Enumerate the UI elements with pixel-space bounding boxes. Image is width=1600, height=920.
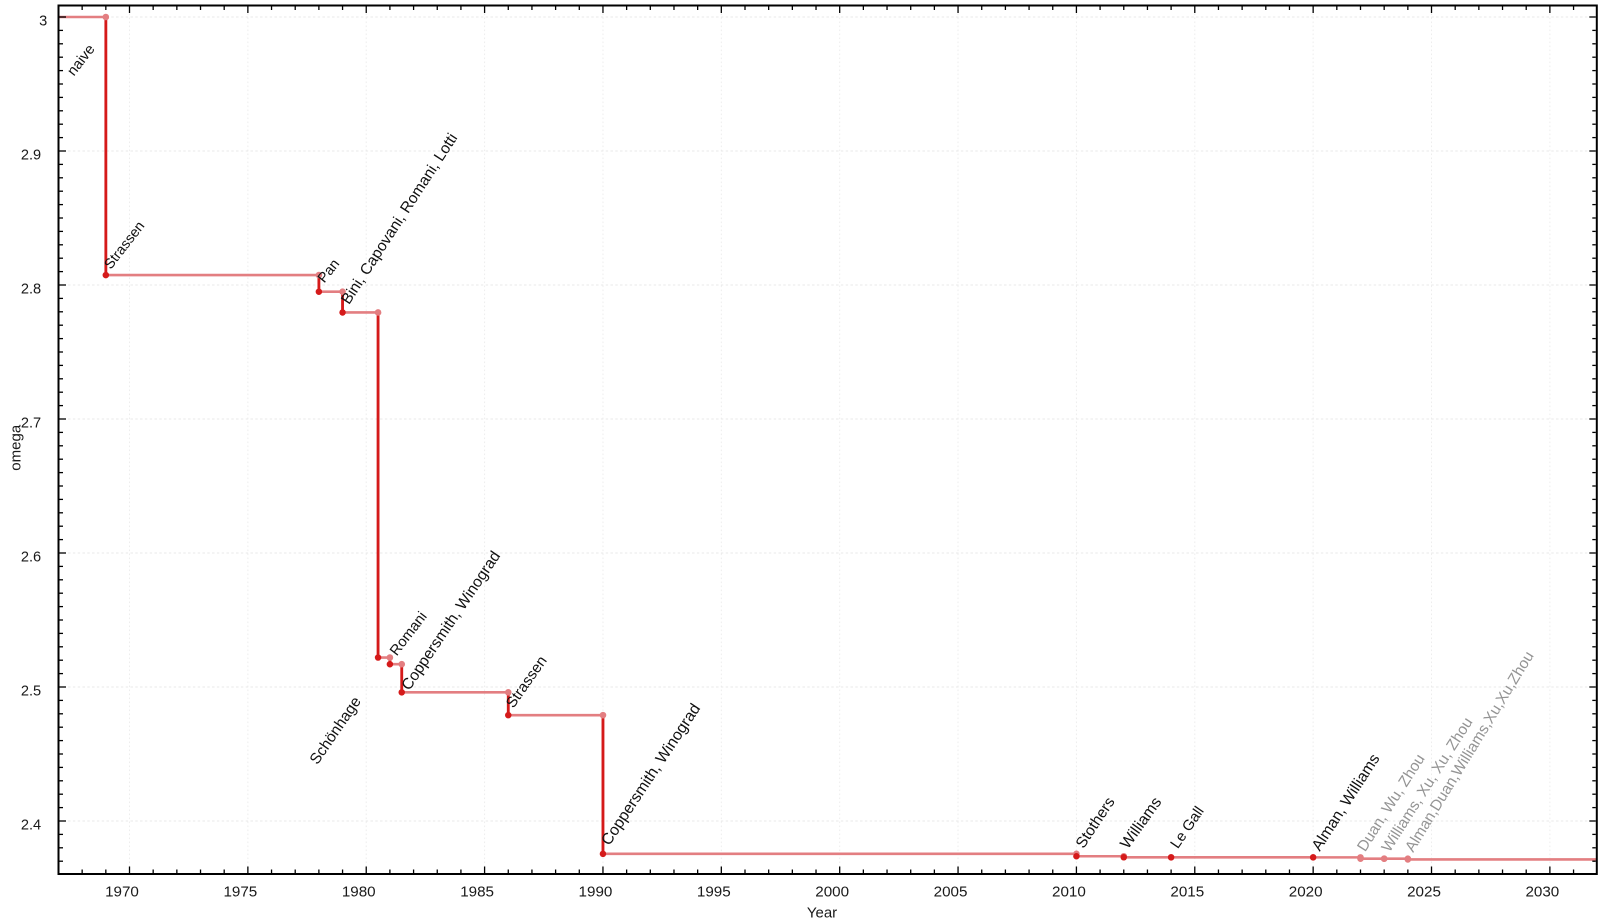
svg-text:Year: Year	[807, 905, 837, 920]
svg-text:1985: 1985	[460, 884, 494, 901]
svg-text:2000: 2000	[815, 884, 849, 901]
svg-text:2025: 2025	[1407, 884, 1441, 901]
svg-text:3: 3	[39, 13, 47, 29]
svg-text:2.4: 2.4	[21, 817, 41, 833]
svg-text:1980: 1980	[342, 884, 376, 901]
svg-text:2.7: 2.7	[21, 415, 41, 431]
svg-text:2.6: 2.6	[21, 549, 41, 565]
svg-text:1995: 1995	[697, 884, 731, 901]
svg-text:2020: 2020	[1289, 884, 1323, 901]
svg-text:omega: omega	[8, 424, 25, 471]
svg-text:1990: 1990	[579, 884, 613, 901]
svg-text:2015: 2015	[1170, 884, 1204, 901]
svg-text:1975: 1975	[223, 884, 257, 901]
svg-text:1970: 1970	[105, 884, 139, 901]
svg-text:2030: 2030	[1525, 884, 1559, 901]
svg-text:2010: 2010	[1052, 884, 1086, 901]
svg-text:2.5: 2.5	[21, 683, 41, 699]
svg-text:2.8: 2.8	[21, 281, 41, 297]
svg-text:2.9: 2.9	[21, 147, 41, 163]
svg-text:2005: 2005	[934, 884, 968, 901]
